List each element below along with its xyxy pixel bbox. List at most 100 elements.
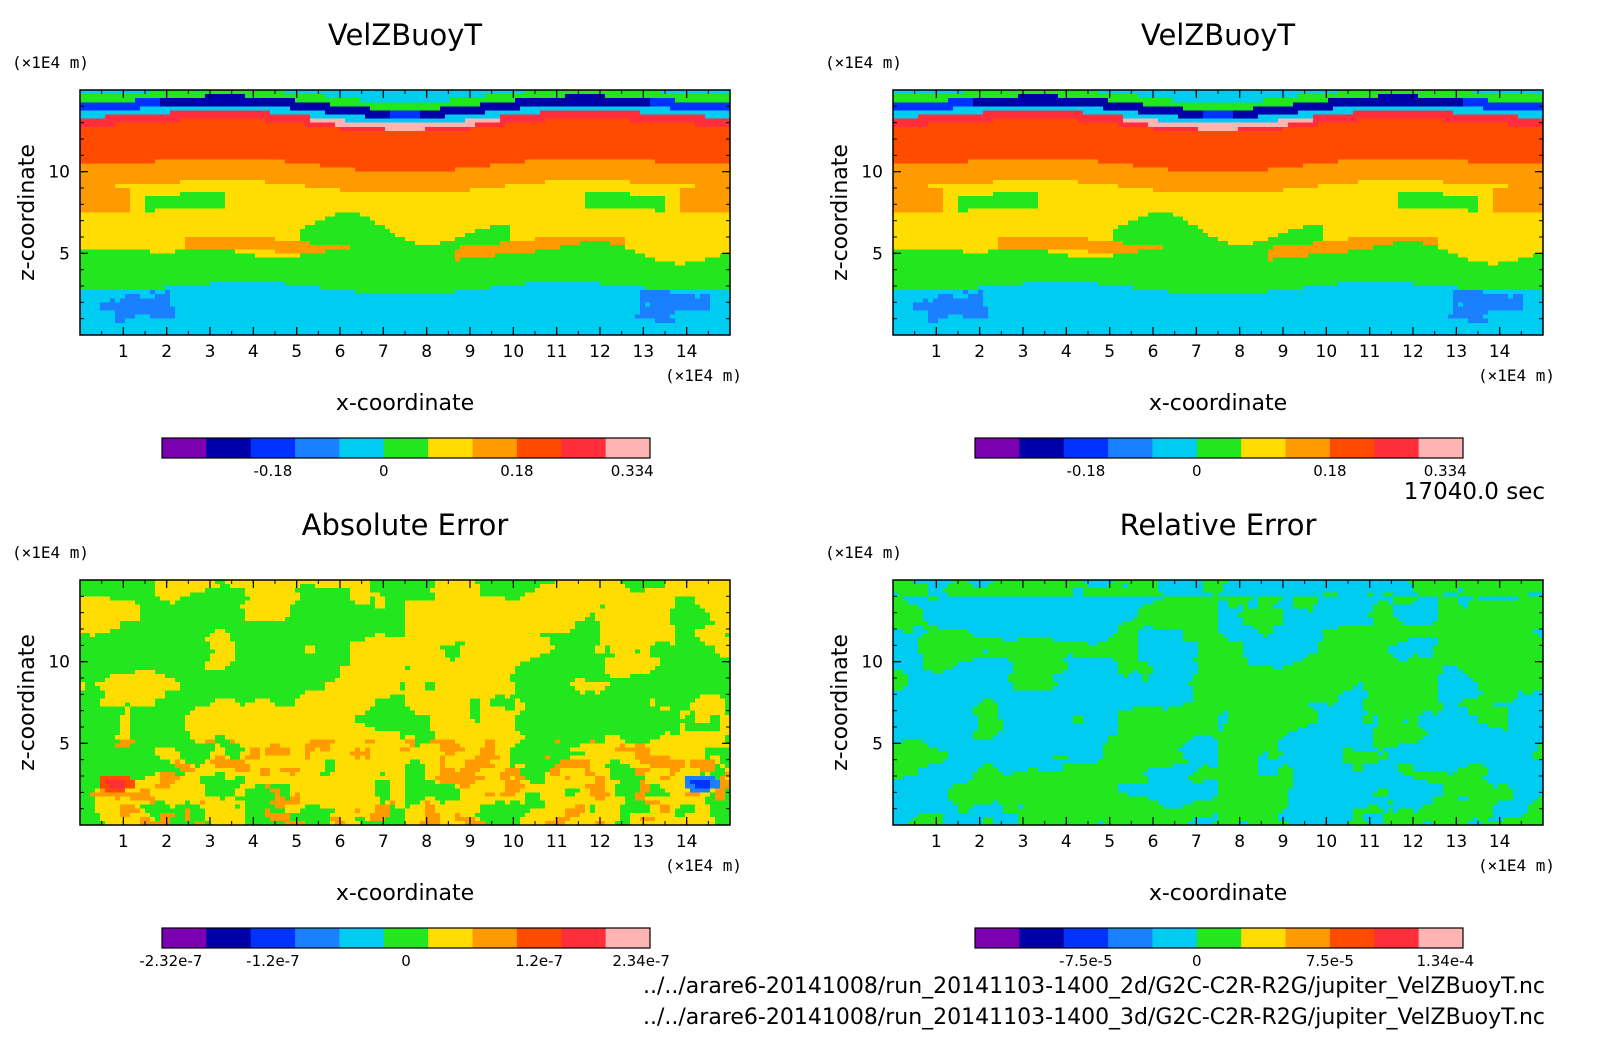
heatmap-cell xyxy=(245,98,251,103)
heatmap-cell xyxy=(490,102,496,107)
heatmap-cell xyxy=(650,94,656,99)
heatmap-cell xyxy=(625,102,631,107)
heatmap-cell xyxy=(285,110,291,115)
heatmap-cell xyxy=(85,123,91,128)
heatmap-cell xyxy=(260,94,266,99)
heatmap-cell xyxy=(525,119,531,124)
heatmap-cell xyxy=(625,115,631,120)
heatmap-cell xyxy=(340,94,346,99)
heatmap-cell xyxy=(310,115,316,120)
heatmap-cell xyxy=(195,110,201,115)
heatmap-cell xyxy=(540,102,546,107)
heatmap-cell xyxy=(415,119,421,124)
heatmap-cell xyxy=(670,102,676,107)
heatmap-cell xyxy=(365,115,371,120)
heatmap-cell xyxy=(575,119,581,124)
heatmap-cell xyxy=(290,115,296,120)
heatmap-cell xyxy=(185,98,191,103)
heatmap-cell xyxy=(280,110,286,115)
heatmap-cell xyxy=(305,115,311,120)
heatmap-cell xyxy=(85,119,91,124)
heatmap-cell xyxy=(390,110,396,115)
heatmap-cell xyxy=(340,102,346,107)
heatmap-cell xyxy=(255,102,261,107)
heatmap-cell xyxy=(245,94,251,99)
heatmap-cell xyxy=(360,110,366,115)
heatmap-cell xyxy=(180,110,186,115)
heatmap-cell xyxy=(145,106,151,111)
heatmap-cell xyxy=(605,94,611,99)
heatmap-cell xyxy=(580,94,586,99)
heatmap-cell xyxy=(100,119,106,124)
heatmap-cell xyxy=(510,106,516,111)
heatmap-cell xyxy=(240,110,246,115)
heatmap-cell xyxy=(480,106,486,111)
heatmap-cell xyxy=(645,110,651,115)
heatmap-cell xyxy=(710,110,716,115)
heatmap-cell xyxy=(535,106,541,111)
heatmap-cell xyxy=(520,102,526,107)
heatmap-cell xyxy=(135,98,141,103)
heatmap-cell xyxy=(480,119,486,124)
heatmap-cell xyxy=(695,94,701,99)
heatmap-cell xyxy=(535,94,541,99)
heatmap-cell xyxy=(440,123,446,128)
heatmap-cell xyxy=(655,115,661,120)
heatmap-cell xyxy=(410,115,416,120)
heatmap-cell xyxy=(320,119,326,124)
heatmap-cell xyxy=(120,115,126,120)
heatmap-cell xyxy=(545,94,551,99)
heatmap-cell xyxy=(480,102,486,107)
heatmap-cell xyxy=(565,106,571,111)
heatmap-cell xyxy=(715,106,721,111)
heatmap-cell xyxy=(525,110,531,115)
heatmap-cell xyxy=(720,119,726,124)
heatmap-cell xyxy=(640,119,646,124)
heatmap-cell xyxy=(680,94,686,99)
heatmap-cell xyxy=(570,94,576,99)
heatmap-cell xyxy=(710,98,716,103)
heatmap-cell xyxy=(575,110,581,115)
heatmap-cell xyxy=(130,94,136,99)
heatmap-cell xyxy=(445,110,451,115)
heatmap-cell xyxy=(180,115,186,120)
heatmap-cell xyxy=(365,94,371,99)
heatmap-cell xyxy=(275,123,281,128)
heatmap-cell xyxy=(605,106,611,111)
heatmap-cell xyxy=(240,123,246,128)
heatmap-field xyxy=(80,90,731,336)
heatmap-cell xyxy=(720,102,726,107)
heatmap-cell xyxy=(665,102,671,107)
heatmap-cell xyxy=(655,106,661,111)
heatmap-cell xyxy=(655,119,661,124)
heatmap-cell xyxy=(400,119,406,124)
heatmap-cell xyxy=(105,115,111,120)
heatmap-cell xyxy=(465,102,471,107)
heatmap-cell xyxy=(255,98,261,103)
heatmap-cell xyxy=(540,106,546,111)
heatmap-cell xyxy=(205,123,211,128)
heatmap-cell xyxy=(240,106,246,111)
heatmap-cell xyxy=(230,94,236,99)
heatmap-cell xyxy=(485,119,491,124)
heatmap-cell xyxy=(165,106,171,111)
heatmap-cell xyxy=(600,94,606,99)
heatmap-cell xyxy=(85,98,91,103)
chart-title: VelZBuoyT xyxy=(328,18,483,52)
heatmap-cell xyxy=(530,115,536,120)
heatmap-cell xyxy=(510,102,516,107)
heatmap-cell xyxy=(600,110,606,115)
heatmap-cell xyxy=(150,102,156,107)
heatmap-cell xyxy=(150,94,156,99)
heatmap-cell xyxy=(430,119,436,124)
heatmap-cell xyxy=(355,115,361,120)
heatmap-cell xyxy=(210,94,216,99)
heatmap-cell xyxy=(340,106,346,111)
heatmap-cell xyxy=(275,106,281,111)
heatmap-cell xyxy=(675,98,681,103)
heatmap-cell xyxy=(715,102,721,107)
heatmap-cell xyxy=(105,106,111,111)
heatmap-cell xyxy=(650,115,656,120)
heatmap-cell xyxy=(350,123,356,128)
heatmap-cell xyxy=(330,98,336,103)
